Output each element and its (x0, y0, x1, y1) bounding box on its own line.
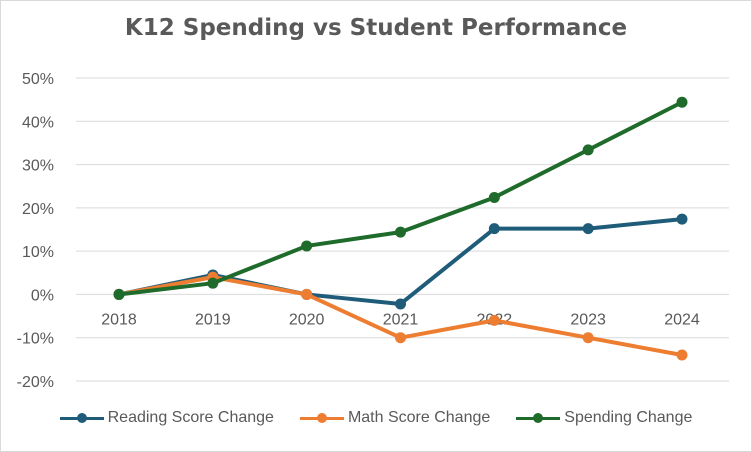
gridlines (76, 77, 729, 382)
x-tick-label: 2023 (570, 311, 606, 328)
y-tick-label: 20% (22, 201, 54, 218)
data-point (488, 223, 500, 235)
x-tick-label: 2020 (289, 311, 325, 328)
data-point (301, 288, 313, 300)
data-point (676, 96, 688, 108)
data-point (488, 191, 500, 203)
data-point (582, 332, 594, 344)
data-point (488, 314, 500, 326)
legend-item: Math Score Change (299, 409, 491, 427)
legend-label: Math Score Change (347, 409, 491, 426)
data-point (207, 277, 219, 289)
y-axis-ticks: 50% 40% 30% 20% 10% 0% -10% -20% (17, 71, 54, 391)
y-tick-label: 40% (22, 114, 54, 131)
x-axis-ticks: 2018201920202021202220232024 (101, 311, 700, 328)
data-point (395, 332, 406, 344)
data-point (395, 226, 406, 238)
data-point (113, 288, 125, 300)
legend-label: Reading Score Change (107, 409, 274, 426)
y-tick-label: -20% (17, 374, 54, 391)
legend-item: Spending Change (516, 409, 692, 427)
legend-label: Spending Change (564, 409, 693, 426)
series-spending-change (113, 96, 688, 300)
y-tick-label: 50% (22, 71, 54, 88)
legend-swatch (516, 411, 561, 425)
data-point (676, 349, 688, 361)
data-point (301, 240, 313, 252)
x-tick-label: 2018 (101, 311, 137, 328)
x-tick-label: 2024 (664, 311, 700, 328)
data-point (582, 144, 594, 156)
legend-item: Reading Score Change (59, 409, 274, 427)
y-tick-label: -10% (17, 331, 54, 348)
y-tick-label: 30% (22, 158, 54, 175)
data-point (676, 213, 688, 225)
x-tick-label: 2019 (195, 311, 231, 328)
series-layer (113, 96, 688, 361)
series-line (117, 100, 684, 297)
chart-title: K12 Spending vs Student Performance (124, 15, 628, 41)
legend-swatch (299, 411, 344, 425)
data-point (395, 298, 406, 310)
y-tick-label: 10% (22, 244, 54, 261)
y-tick-label: 0% (31, 287, 54, 304)
x-tick-label: 2021 (383, 311, 419, 328)
legend-swatch (59, 411, 104, 425)
legend: Reading Score Change Math Score Change Spe… (1, 409, 751, 427)
data-point (582, 223, 594, 235)
